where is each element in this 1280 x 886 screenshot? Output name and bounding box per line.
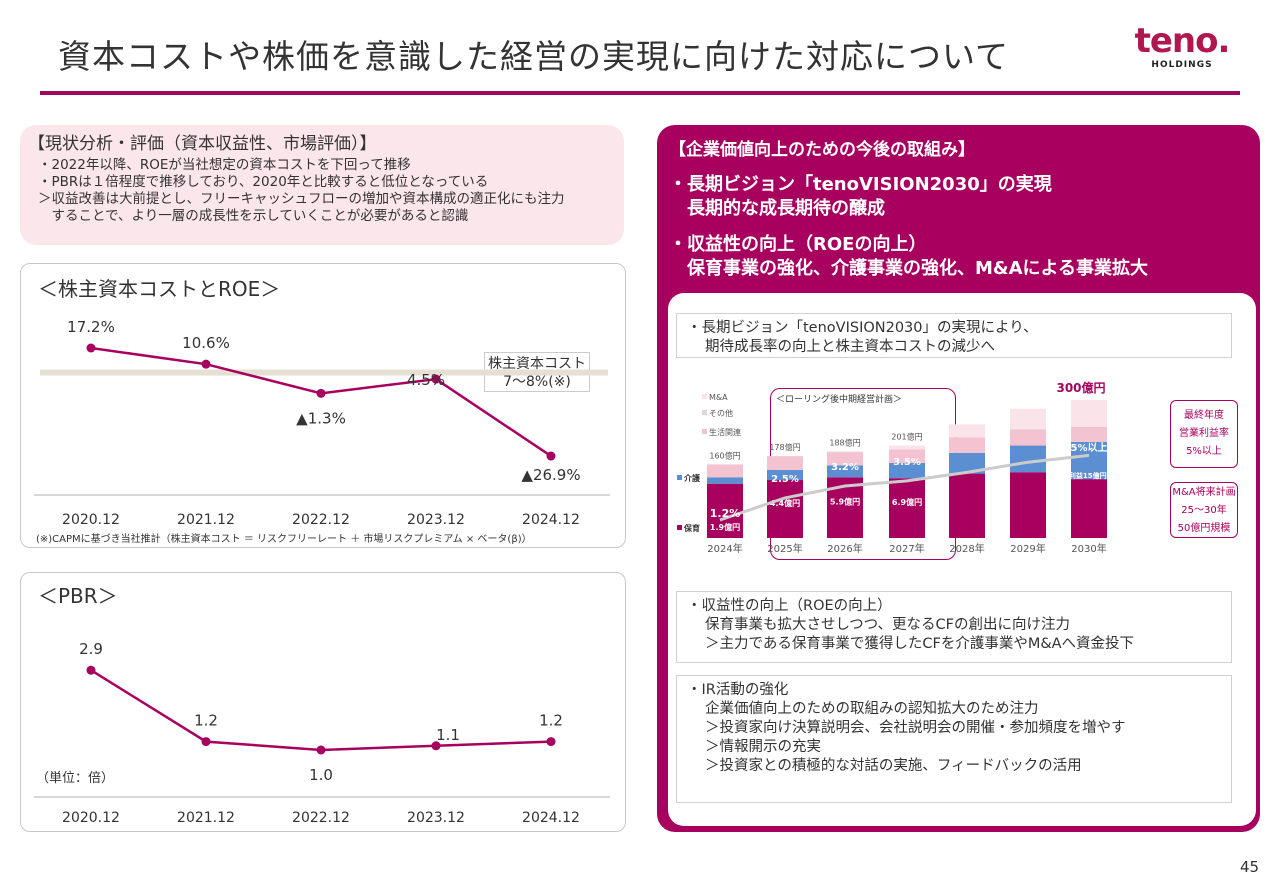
roe-footnote: (※)CAPMに基づき当社推計（株主資本コスト ＝ リスクフリーレート ＋ 市場… (36, 534, 532, 545)
box-line: ＞情報開示の充実 (705, 739, 821, 755)
analysis-line: ・PBRは１倍程度で推移しており、2020年と比較すると低位となっている (38, 174, 489, 190)
box-line: ＞主力である保育事業で獲得したCFを介護事業やM&Aへ資金投下 (705, 636, 1135, 652)
ir-box: ・IR活動の強化 企業価値向上のための取組みの認知拡大のため注力 ＞投資家向け決… (676, 675, 1232, 803)
pbr-chart-panel (20, 572, 626, 832)
note-line: 50億円規模 (1177, 523, 1231, 534)
title-divider (40, 91, 1240, 95)
box-line: ＞投資家との積極的な対話の実施、フィードバックの活用 (705, 758, 1082, 774)
note-line: 25～30年 (1181, 505, 1227, 516)
box-line: ・IR活動の強化 (687, 682, 789, 698)
initiative-bullet: 長期的な成長期待の醸成 (669, 198, 885, 219)
roe-chart-panel (20, 263, 626, 548)
note-line: 最終年度 (1184, 410, 1224, 421)
box-line: ・収益性の向上（ROEの向上） (687, 598, 892, 614)
initiative-bullet: 保育事業の強化、介護事業の強化、M&Aによる事業拡大 (669, 258, 1148, 279)
box-line: 期待成長率の向上と株主資本コストの減少へ (705, 339, 995, 355)
company-logo: teno. HOLDINGS (1134, 21, 1231, 70)
note-line: 営業利益率 (1179, 428, 1229, 439)
initiative-bullet: ・長期ビジョン「tenoVISION2030」の実現 (669, 174, 1052, 195)
rolling-plan-label: ＜ローリング後中期経営計画＞ (776, 395, 903, 405)
roe-chart-title: ＜株主資本コストとROE＞ (38, 277, 281, 301)
page-number: 45 (1240, 858, 1260, 876)
note-line: 5%以上 (1186, 446, 1222, 457)
analysis-line: ・2022年以降、ROEが当社想定の資本コストを下回って推移 (38, 157, 411, 173)
note-line: M&A将来計画 (1172, 487, 1236, 498)
cost-of-equity-label: 株主資本コスト 7～8%(※) (484, 352, 590, 392)
cost-label-line: 株主資本コスト (488, 356, 586, 372)
box-line: 保育事業も拡大させしつつ、更なるCFの創出に向け注力 (705, 617, 1071, 633)
ma-plan-note: M&A将来計画 25～30年 50億円規模 (1170, 482, 1238, 538)
analysis-line: ＞収益改善は大前提とし、フリーキャッシュフローの増加や資本構成の適正化にも注力 (38, 191, 565, 207)
initiative-bullet: ・収益性の向上（ROEの向上） (669, 234, 927, 255)
cost-label-line: 7～8%(※) (503, 374, 571, 390)
page-title: 資本コストや株価を意識した経営の実現に向けた対応について (58, 37, 1010, 76)
analysis-heading: 【現状分析・評価（資本収益性、市場評価）】 (28, 134, 377, 154)
profitability-box: ・収益性の向上（ROEの向上） 保育事業も拡大させしつつ、更なるCFの創出に向け… (676, 591, 1232, 663)
initiatives-heading: 【企業価値向上のための今後の取組み】 (669, 140, 975, 160)
pbr-unit-label: （単位：倍） (36, 771, 115, 786)
vision-box: ・長期ビジョン「tenoVISION2030」の実現により、 期待成長率の向上と… (676, 313, 1232, 358)
box-line: ＞投資家向け決算説明会、会社説明会の開催・参加頻度を増やす (705, 720, 1126, 736)
final-year-margin-note: 最終年度 営業利益率 5%以上 (1170, 400, 1238, 468)
pbr-chart-title: ＜PBR＞ (38, 584, 118, 608)
current-analysis-box: 【現状分析・評価（資本収益性、市場評価）】 ・2022年以降、ROEが当社想定の… (20, 125, 624, 245)
rolling-plan-frame (770, 388, 956, 560)
box-line: ・長期ビジョン「tenoVISION2030」の実現により、 (687, 320, 1038, 336)
box-line: 企業価値向上のための取組みの認知拡大のため注力 (705, 701, 1039, 717)
analysis-line: することで、より一層の成長性を示していくことが必要があると認識 (38, 208, 469, 224)
